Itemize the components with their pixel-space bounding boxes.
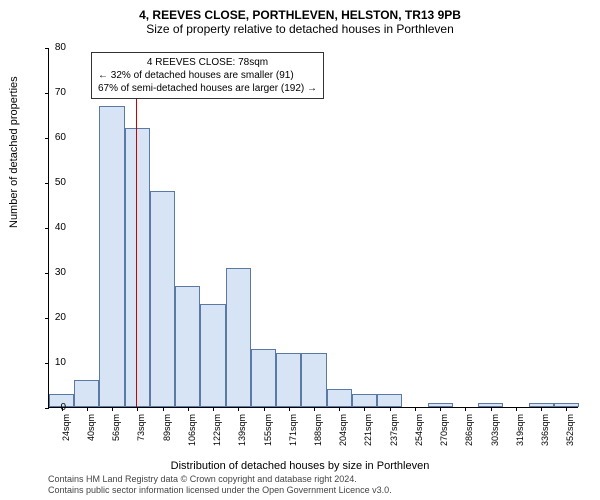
x-tick-label: 303sqm (490, 414, 500, 454)
x-tick-label: 221sqm (363, 414, 373, 454)
x-tick-mark (289, 407, 290, 411)
x-axis-label: Distribution of detached houses by size … (0, 460, 600, 472)
histogram-bar (125, 128, 150, 407)
y-tick-label: 70 (46, 87, 66, 98)
chart-container: 4, REEVES CLOSE, PORTHLEVEN, HELSTON, TR… (0, 0, 600, 500)
y-tick-label: 50 (46, 177, 66, 188)
histogram-bar (74, 380, 99, 407)
x-tick-mark (238, 407, 239, 411)
x-tick-mark (339, 407, 340, 411)
x-tick-label: 40sqm (86, 414, 96, 454)
x-tick-label: 237sqm (389, 414, 399, 454)
y-tick-label: 40 (46, 222, 66, 233)
y-tick-label: 30 (46, 267, 66, 278)
histogram-bar (276, 353, 301, 407)
info-line-3: 67% of semi-detached houses are larger (… (98, 82, 317, 95)
x-tick-mark (188, 407, 189, 411)
x-tick-mark (264, 407, 265, 411)
y-tick-label: 60 (46, 132, 66, 143)
x-tick-mark (541, 407, 542, 411)
y-tick-label: 10 (46, 357, 66, 368)
y-tick-label: 80 (46, 42, 66, 53)
x-tick-mark (390, 407, 391, 411)
chart-subtitle: Size of property relative to detached ho… (0, 22, 600, 40)
info-line-1: 4 REEVES CLOSE: 78sqm (98, 56, 317, 69)
histogram-bar (175, 286, 200, 408)
x-tick-label: 286sqm (464, 414, 474, 454)
x-tick-label: 171sqm (288, 414, 298, 454)
x-tick-label: 24sqm (61, 414, 71, 454)
histogram-bar (352, 394, 377, 408)
y-tick-label: 20 (46, 312, 66, 323)
x-tick-mark (314, 407, 315, 411)
x-tick-mark (163, 407, 164, 411)
x-tick-label: 188sqm (313, 414, 323, 454)
marker-line (136, 91, 137, 407)
x-tick-mark (516, 407, 517, 411)
x-tick-mark (440, 407, 441, 411)
x-tick-label: 204sqm (338, 414, 348, 454)
histogram-bar (251, 349, 276, 408)
x-tick-label: 122sqm (212, 414, 222, 454)
y-axis-label: Number of detached properties (8, 76, 20, 228)
x-tick-label: 89sqm (162, 414, 172, 454)
y-tick-label: 0 (46, 402, 66, 413)
x-tick-mark (213, 407, 214, 411)
x-tick-label: 73sqm (136, 414, 146, 454)
x-tick-mark (566, 407, 567, 411)
plot-area: 4 REEVES CLOSE: 78sqm ← 32% of detached … (48, 48, 578, 408)
x-tick-label: 319sqm (515, 414, 525, 454)
x-tick-mark (491, 407, 492, 411)
x-tick-mark (112, 407, 113, 411)
chart-title: 4, REEVES CLOSE, PORTHLEVEN, HELSTON, TR… (0, 0, 600, 22)
histogram-bar (301, 353, 326, 407)
footer-line-1: Contains HM Land Registry data © Crown c… (48, 474, 392, 485)
footer-line-2: Contains public sector information licen… (48, 485, 392, 496)
x-tick-label: 336sqm (540, 414, 550, 454)
x-tick-label: 56sqm (111, 414, 121, 454)
histogram-bar (150, 191, 175, 407)
x-tick-label: 254sqm (414, 414, 424, 454)
x-tick-mark (415, 407, 416, 411)
x-tick-label: 270sqm (439, 414, 449, 454)
histogram-bar (200, 304, 225, 408)
x-tick-mark (87, 407, 88, 411)
footer: Contains HM Land Registry data © Crown c… (48, 474, 392, 496)
x-tick-mark (465, 407, 466, 411)
x-tick-mark (137, 407, 138, 411)
info-box: 4 REEVES CLOSE: 78sqm ← 32% of detached … (91, 52, 324, 99)
x-tick-label: 139sqm (237, 414, 247, 454)
histogram-bar (327, 389, 352, 407)
histogram-bar (99, 106, 124, 408)
x-tick-label: 155sqm (263, 414, 273, 454)
x-tick-label: 352sqm (565, 414, 575, 454)
info-line-2: ← 32% of detached houses are smaller (91… (98, 69, 317, 82)
histogram-bar (226, 268, 251, 408)
histogram-bar (377, 394, 402, 408)
x-tick-mark (364, 407, 365, 411)
x-tick-label: 106sqm (187, 414, 197, 454)
